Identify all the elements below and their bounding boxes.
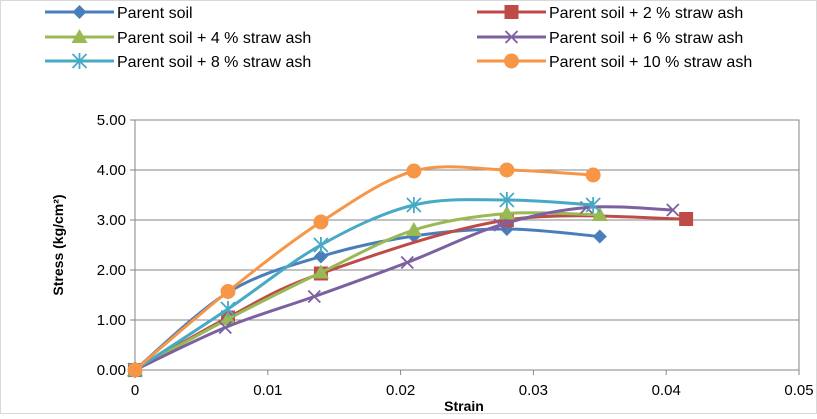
legend-marker [504,30,519,44]
y-tick-label: 5.00 [97,112,126,129]
x-tick-label: 0.03 [519,382,548,399]
legend-label: Parent soil [117,5,193,22]
plot-area [134,119,800,371]
data-point [127,362,143,378]
x-tick-label: 0.05 [784,382,813,399]
legend-item: Parent soil [45,5,193,22]
data-point [313,214,329,230]
legend-marker [504,53,519,69]
data-point [591,207,608,221]
y-axis-title: Stress (kg/cm²) [50,194,66,295]
legend-label: Parent soil + 8 % straw ash [117,54,311,71]
data-point [679,212,694,226]
data-point [493,218,507,232]
legend-label: Parent soil + 10 % straw ash [549,54,752,71]
legend: Parent soil Parent soil + 2 % straw ash Pa… [45,5,752,71]
y-tick-label: 2.00 [97,262,126,279]
data-point [585,197,601,213]
x-axis-ticks: 0 0.01 0.02 0.03 0.04 0.05 [131,370,814,399]
series-line [134,198,594,372]
data-point [307,289,321,304]
data-point [313,249,328,264]
data-point [405,222,422,236]
legend-label: Parent soil + 6 % straw ash [549,30,743,47]
x-tick-label: 0.01 [253,382,282,399]
data-point [220,301,236,317]
x-tick-label: 0.04 [652,382,681,399]
y-tick-label: 0.00 [97,362,126,379]
series-layer [127,162,694,378]
y-tick-label: 4.00 [97,162,126,179]
y-axis-ticks: 0.00 1.00 2.00 3.00 4.00 5.00 [97,112,135,379]
data-point [498,205,515,220]
legend-label: Parent soil + 2 % straw ash [549,5,743,22]
legend-item: Parent soil + 6 % straw ash [477,30,743,47]
data-point [220,284,236,299]
data-point [666,203,680,217]
data-point [313,237,329,253]
legend-marker [72,5,87,19]
legend-item: Parent soil + 8 % straw ash [45,53,311,71]
legend-marker [504,5,519,19]
legend-marker [71,29,88,43]
data-point [585,167,601,183]
y-tick-label: 1.00 [97,312,126,329]
data-point [406,163,422,179]
data-point [406,197,422,213]
data-point [219,311,236,325]
data-point [499,192,515,208]
data-point [499,162,515,178]
data-point [218,320,232,335]
data-point [400,255,414,270]
x-tick-label: 0.02 [386,382,415,399]
legend-label: Parent soil + 4 % straw ash [117,30,311,47]
series-3 [127,205,608,376]
data-point [592,229,607,244]
data-point [312,264,329,279]
legend-item: Parent soil + 10 % straw ash [477,53,752,71]
legend-item: Parent soil + 2 % straw ash [477,5,743,22]
series-line [134,211,600,372]
series-6 [127,162,601,378]
legend-item: Parent soil + 4 % straw ash [45,29,311,47]
y-tick-label: 3.00 [97,212,126,229]
x-tick-label: 0 [131,382,139,399]
legend-marker [71,53,88,69]
x-axis-title: Strain [444,398,484,414]
